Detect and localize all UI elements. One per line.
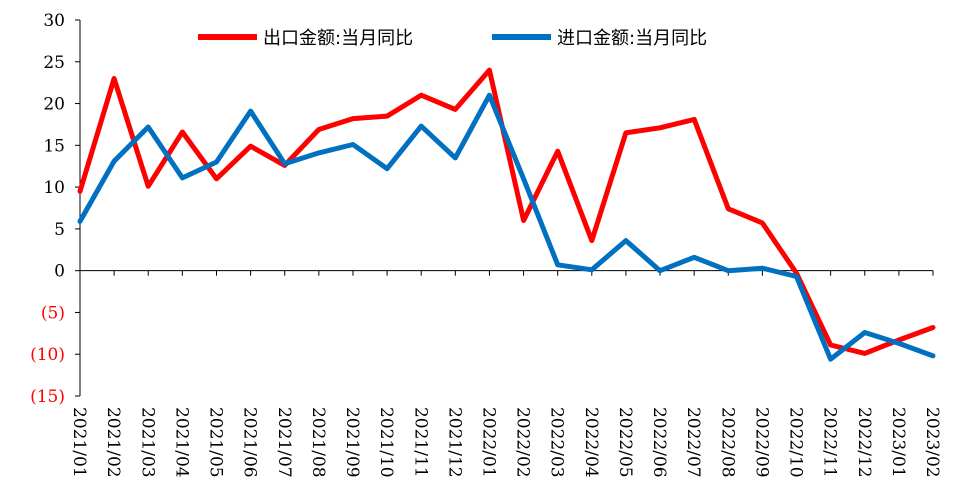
y-tick-label: 15 [43, 136, 65, 156]
legend-label: 进口金额:当月同比 [557, 28, 707, 49]
y-tick-label: 20 [43, 95, 65, 115]
x-tick-label: 2021/07 [274, 407, 294, 478]
y-tick-label: (15) [30, 387, 65, 407]
x-tick-label: 2022/05 [615, 407, 635, 478]
x-tick-label: 2021/04 [171, 407, 191, 478]
x-tick-label: 2022/12 [854, 407, 874, 478]
x-tick-label: 2022/08 [717, 407, 737, 478]
x-tick-label: 2023/01 [888, 407, 908, 478]
y-tick-labels: 30 25 20 15 10 5 0 (5) (10) (15) [30, 11, 65, 407]
y-tick-label: 0 [54, 262, 65, 282]
x-tick-label: 2021/02 [103, 407, 123, 478]
x-tick-label: 2021/06 [240, 407, 260, 478]
legend-label: 出口金额:当月同比 [263, 28, 413, 49]
x-tick-label: 2021/10 [376, 407, 396, 478]
x-tick-label: 2021/11 [410, 407, 430, 478]
y-tick-label: 30 [43, 11, 65, 31]
series-lines [77, 67, 936, 362]
x-tick-label: 2022/11 [820, 407, 840, 478]
legend: 出口金额:当月同比 进口金额:当月同比 [198, 28, 707, 49]
axes [75, 19, 934, 397]
y-tick-label: 5 [54, 220, 65, 240]
y-tick-label: 10 [43, 178, 65, 198]
x-tick-label: 2022/10 [786, 407, 806, 478]
x-tick-label: 2022/07 [683, 407, 703, 478]
x-tick-label: 2022/02 [513, 407, 533, 478]
x-tick-label: 2022/06 [649, 407, 669, 478]
x-tick-label: 2022/03 [547, 407, 567, 478]
x-tick-label: 2021/12 [444, 407, 464, 478]
x-tick-label: 2022/09 [751, 407, 771, 478]
x-tick-label: 2022/01 [478, 407, 498, 478]
y-tick-label: 25 [43, 53, 65, 73]
y-tick-label: (5) [41, 303, 65, 323]
x-tick-labels: 2021/01 2021/02 2021/03 2021/04 2021/05 2021/… [69, 407, 942, 478]
x-tick-label: 2021/05 [206, 407, 226, 478]
y-tick-label: (10) [30, 345, 65, 365]
x-tick-label: 2021/08 [308, 407, 328, 478]
x-tick-label: 2021/01 [69, 407, 89, 478]
x-tick-label: 2022/04 [581, 407, 601, 478]
x-tick-label: 2023/02 [922, 407, 942, 478]
x-tick-label: 2021/09 [342, 407, 362, 478]
x-tick-label: 2021/03 [137, 407, 157, 478]
series-line-2 [77, 92, 936, 362]
series-line-1 [77, 67, 936, 356]
